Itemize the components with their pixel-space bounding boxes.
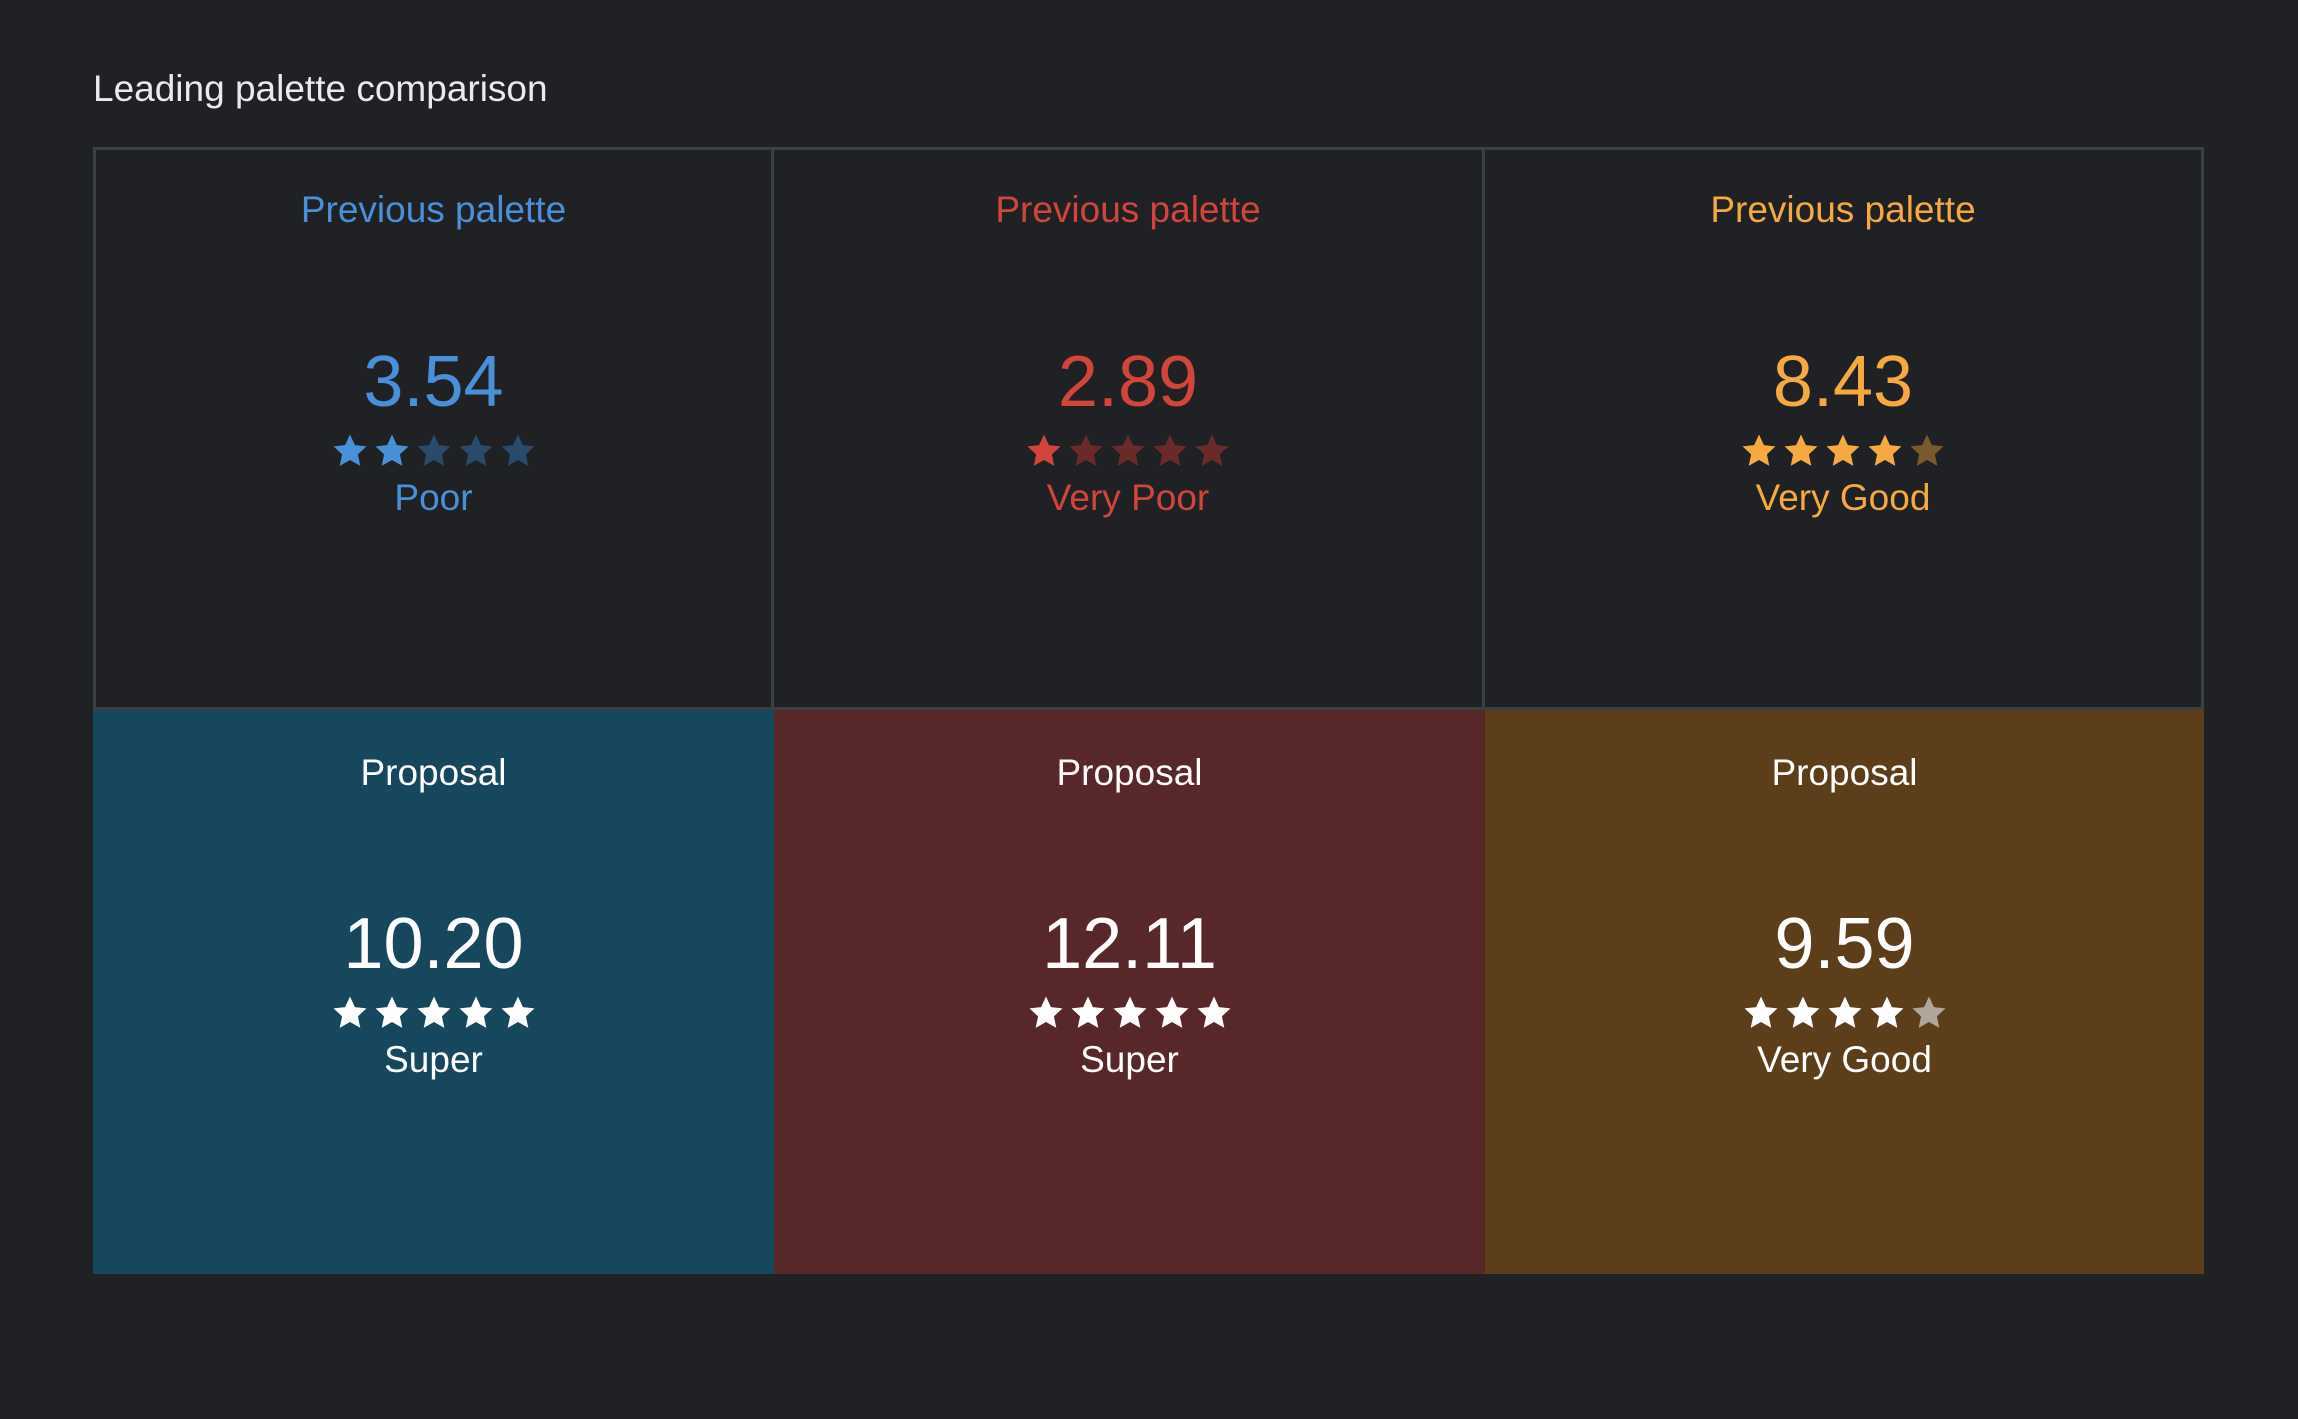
star-empty-icon <box>1910 434 1944 466</box>
star-empty-icon <box>1195 434 1229 466</box>
rating-label: Super <box>1080 1039 1179 1080</box>
star-empty-icon <box>1111 434 1145 466</box>
card-label: Proposal <box>360 752 507 793</box>
rating-label: Super <box>384 1039 483 1080</box>
star-filled-icon <box>375 434 408 466</box>
star-rating <box>96 432 771 472</box>
star-filled-icon <box>1029 996 1062 1028</box>
star-filled-icon <box>1027 434 1061 466</box>
star-filled-icon <box>1826 434 1860 466</box>
star-filled-icon <box>459 996 492 1028</box>
star-empty-icon <box>459 434 492 466</box>
star-filled-icon <box>1870 996 1903 1028</box>
star-rating <box>1485 432 2201 472</box>
score-value: 9.59 <box>1774 904 1915 984</box>
rating-label: Very Good <box>1757 1039 1932 1080</box>
star-filled-icon <box>1742 434 1776 466</box>
proposal-card: Proposal 9.59 Very Good <box>1485 710 2204 1274</box>
star-rating <box>774 994 1485 1034</box>
star-filled-icon <box>1784 434 1818 466</box>
proposal-card: Proposal 12.11 Super <box>774 710 1485 1274</box>
star-filled-icon <box>1155 996 1188 1028</box>
score-value: 8.43 <box>1772 342 1914 422</box>
card-label: Previous palette <box>1710 189 1976 230</box>
star-filled-icon <box>1786 996 1819 1028</box>
card-label: Previous palette <box>300 189 567 230</box>
score-value: 2.89 <box>1057 342 1199 422</box>
star-filled-icon <box>1744 996 1777 1028</box>
star-filled-icon <box>417 996 450 1028</box>
previous-palette-card: Previous palette 2.89 Very Poor <box>774 147 1485 710</box>
rating-label: Very Poor <box>1046 477 1210 518</box>
star-rating <box>93 994 774 1034</box>
star-filled-icon <box>333 434 366 466</box>
proposal-card: Proposal 10.20 Super <box>93 710 774 1274</box>
star-filled-icon <box>501 996 534 1028</box>
card-label: Proposal <box>1771 752 1918 793</box>
palette-comparison-grid: Previous palette 3.54 Poor Previous pale… <box>93 147 2204 1274</box>
star-filled-icon <box>1868 434 1902 466</box>
star-empty-icon <box>1153 434 1187 466</box>
page-title: Leading palette comparison <box>93 68 548 109</box>
rating-label: Poor <box>394 477 473 518</box>
score-value: 10.20 <box>343 904 524 984</box>
score-value: 12.11 <box>1042 904 1217 984</box>
star-empty-icon <box>1912 996 1945 1028</box>
star-filled-icon <box>1828 996 1861 1028</box>
rating-label: Very Good <box>1755 477 1931 518</box>
star-empty-icon <box>417 434 450 466</box>
star-empty-icon <box>501 434 534 466</box>
previous-palette-card: Previous palette 3.54 Poor <box>93 147 774 710</box>
score-value: 3.54 <box>363 342 504 422</box>
star-filled-icon <box>1113 996 1146 1028</box>
card-label: Proposal <box>1056 752 1203 793</box>
star-filled-icon <box>333 996 366 1028</box>
star-empty-icon <box>1069 434 1103 466</box>
star-rating <box>1485 994 2204 1034</box>
star-filled-icon <box>375 996 408 1028</box>
star-rating <box>774 432 1482 472</box>
star-filled-icon <box>1197 996 1230 1028</box>
star-filled-icon <box>1071 996 1104 1028</box>
previous-palette-card: Previous palette 8.43 Very Good <box>1485 147 2204 710</box>
card-label: Previous palette <box>995 189 1261 230</box>
